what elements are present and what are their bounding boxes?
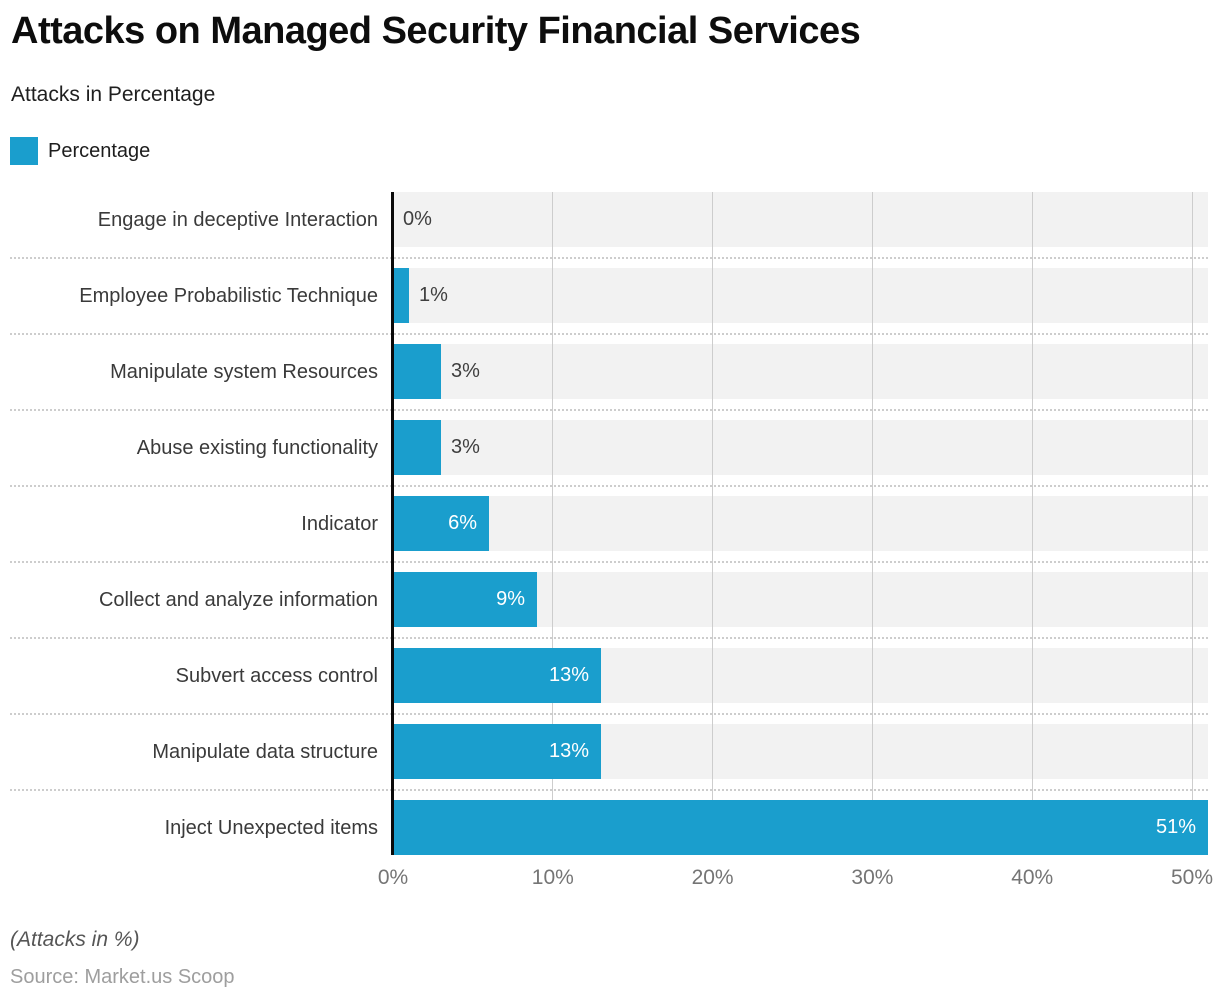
- row-plot: 13%: [393, 648, 1208, 703]
- row-plot: 6%: [393, 496, 1208, 551]
- bar[interactable]: [393, 268, 409, 323]
- bar[interactable]: 13%: [393, 724, 601, 779]
- row-separator: [10, 257, 1208, 259]
- bar[interactable]: 9%: [393, 572, 537, 627]
- row-band: [393, 420, 1208, 475]
- category-label: Inject Unexpected items: [164, 816, 378, 839]
- category-label: Employee Probabilistic Technique: [79, 284, 378, 307]
- chart-row: Subvert access control 13%: [0, 638, 1220, 715]
- bar[interactable]: [393, 344, 441, 399]
- row-band: [393, 268, 1208, 323]
- row-separator: [10, 333, 1208, 335]
- value-label: 9%: [496, 588, 525, 610]
- row-separator: [10, 485, 1208, 487]
- value-label: 3%: [451, 436, 480, 458]
- legend-label: Percentage: [48, 139, 151, 162]
- x-tick-label: 50%: [1171, 866, 1214, 889]
- row-separator: [10, 713, 1208, 715]
- row-separator: [10, 789, 1208, 791]
- row-plot: 1%: [393, 268, 1208, 323]
- bar[interactable]: 51%: [393, 800, 1208, 855]
- row-band: [393, 192, 1208, 247]
- category-label: Engage in deceptive Interaction: [97, 208, 378, 231]
- legend[interactable]: Percentage: [10, 137, 150, 165]
- row-plot: 0%: [393, 192, 1208, 247]
- x-tick-label: 30%: [851, 866, 894, 889]
- bar-chart: Engage in deceptive Interaction 0% Employe…: [0, 182, 1220, 866]
- row-plot: 51%: [393, 800, 1208, 855]
- source-text: Source: Market.us Scoop: [10, 966, 235, 988]
- row-plot: 3%: [393, 420, 1208, 475]
- x-axis: 0% 10% 20% 30% 40% 50%: [0, 866, 1220, 896]
- y-axis-baseline: [391, 192, 394, 855]
- chart-subtitle: Attacks in Percentage: [11, 83, 216, 106]
- row-separator: [10, 409, 1208, 411]
- x-tick-label: 20%: [691, 866, 734, 889]
- value-label: 51%: [1155, 816, 1196, 838]
- chart-row: Inject Unexpected items 51%: [0, 790, 1220, 866]
- bar[interactable]: [393, 420, 441, 475]
- row-plot: 3%: [393, 344, 1208, 399]
- chart-row: Manipulate data structure 13%: [0, 714, 1220, 791]
- category-label: Manipulate system Resources: [110, 360, 378, 383]
- value-label: 0%: [403, 208, 432, 230]
- value-label: 13%: [548, 740, 589, 762]
- row-plot: 9%: [393, 572, 1208, 627]
- x-tick-label: 0%: [377, 866, 409, 889]
- page-title: Attacks on Managed Security Financial Se…: [11, 10, 861, 52]
- row-separator: [10, 561, 1208, 563]
- x-tick-label: 10%: [531, 866, 574, 889]
- row-band: [393, 344, 1208, 399]
- chart-row: Abuse existing functionality 3%: [0, 410, 1220, 487]
- bar[interactable]: 13%: [393, 648, 601, 703]
- value-label: 6%: [448, 512, 477, 534]
- row-band: [393, 496, 1208, 551]
- row-plot: 13%: [393, 724, 1208, 779]
- x-tick-label: 40%: [1011, 866, 1054, 889]
- chart-row: Manipulate system Resources 3%: [0, 334, 1220, 411]
- axis-note: (Attacks in %): [10, 928, 140, 951]
- bar[interactable]: 6%: [393, 496, 489, 551]
- value-label: 3%: [451, 360, 480, 382]
- value-label: 13%: [548, 664, 589, 686]
- category-label: Collect and analyze information: [98, 588, 378, 611]
- value-label: 1%: [419, 284, 448, 306]
- chart-row: Employee Probabilistic Technique 1%: [0, 258, 1220, 335]
- category-label: Indicator: [301, 512, 378, 535]
- category-label: Subvert access control: [175, 664, 378, 687]
- row-separator: [10, 637, 1208, 639]
- chart-row: Engage in deceptive Interaction 0%: [0, 182, 1220, 259]
- legend-swatch-icon: [10, 137, 38, 165]
- chart-row: Indicator 6%: [0, 486, 1220, 563]
- chart-row: Collect and analyze information 9%: [0, 562, 1220, 639]
- category-label: Manipulate data structure: [152, 740, 378, 763]
- chart-rows: Engage in deceptive Interaction 0% Employe…: [0, 182, 1220, 866]
- category-label: Abuse existing functionality: [136, 436, 378, 459]
